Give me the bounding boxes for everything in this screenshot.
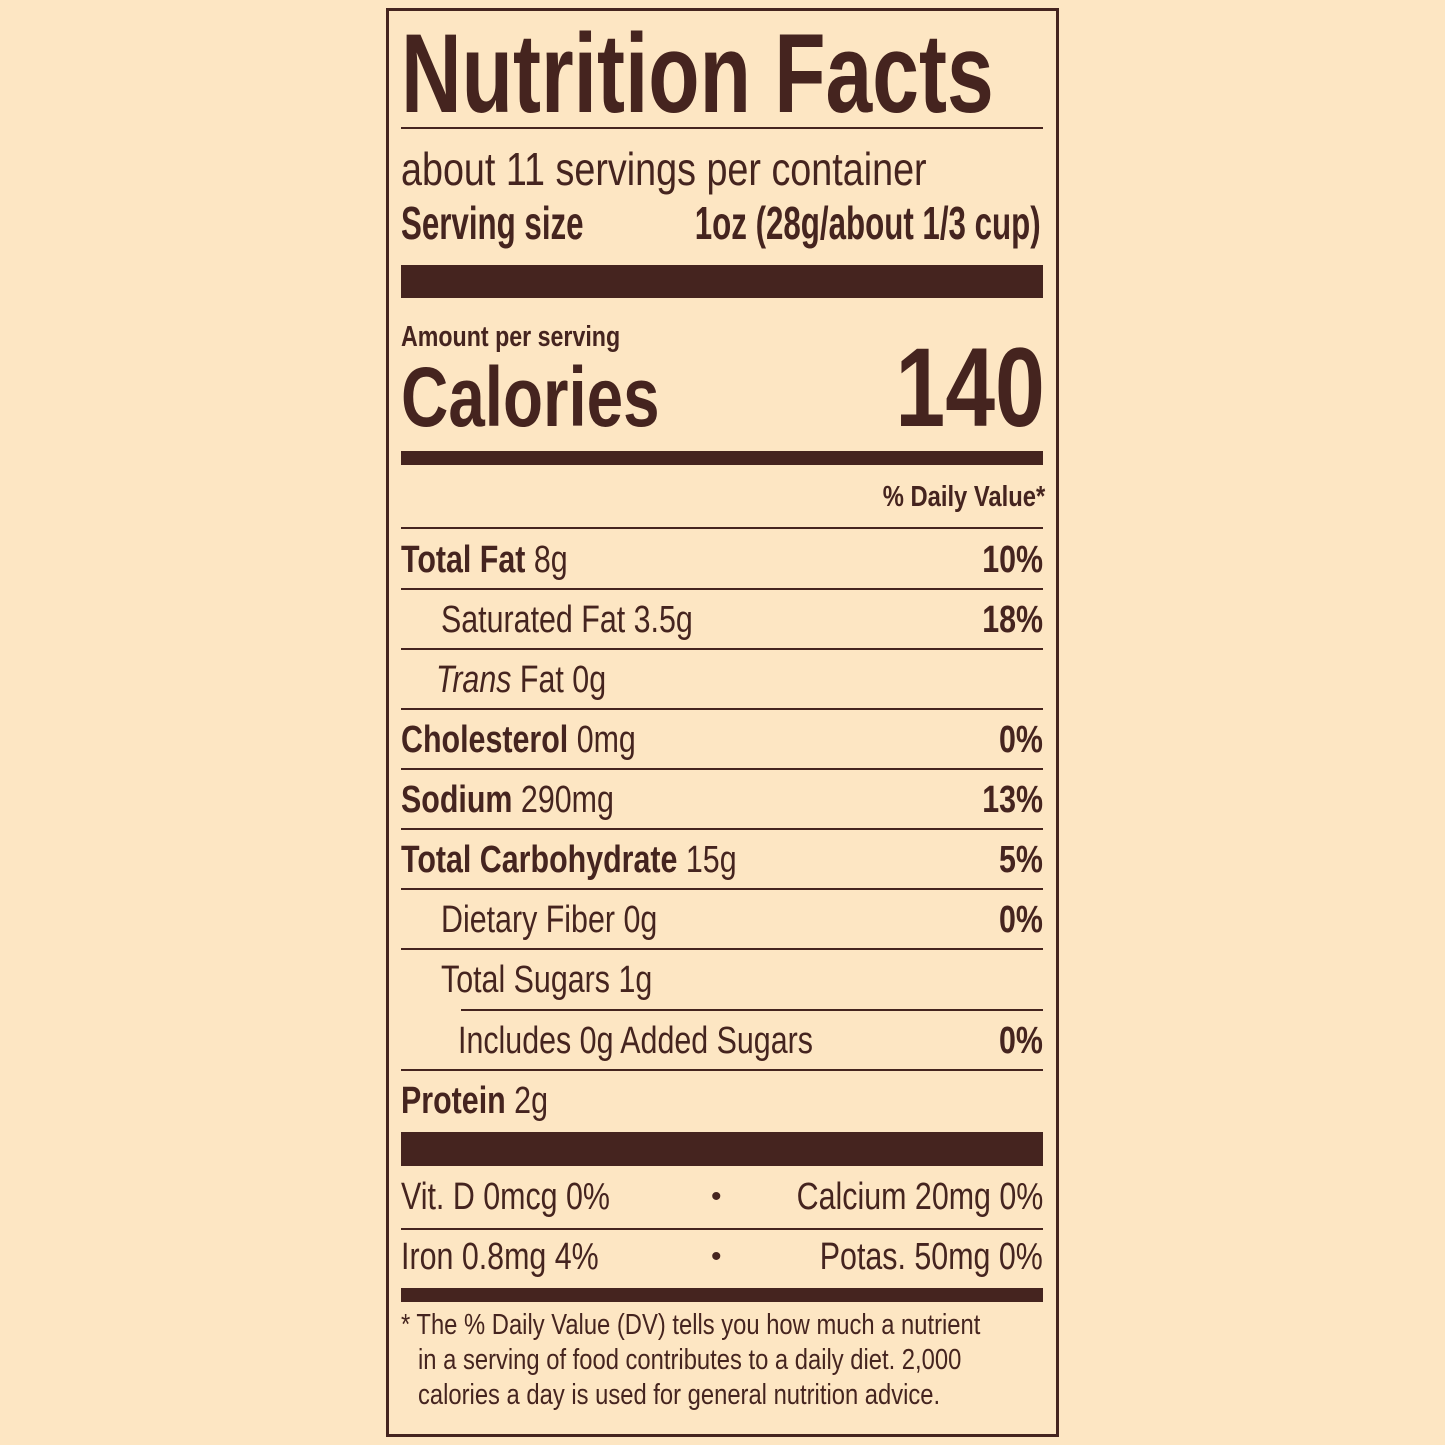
label-text: 8g [533, 539, 568, 581]
micronutrient-row: Vit. D 0mcg 0% • Calcium 20mg 0% [401, 1167, 1043, 1227]
bullet-separator: • [711, 1240, 722, 1273]
label-text: Vit. D 0mcg 0% [401, 1176, 610, 1218]
calories-label: Calories [401, 350, 733, 444]
label-text: 3.5g [633, 599, 693, 641]
servings-text: about 11 servings per container [401, 143, 927, 195]
medium-divider [401, 451, 1043, 465]
serving-size-label: Serving size [401, 198, 669, 248]
micronutrient-row: Iron 0.8mg 4% • Potas. 50mg 0% [401, 1227, 1043, 1287]
thick-divider [401, 1132, 1043, 1166]
divider [401, 527, 1043, 529]
nutrient-row-total-fat: Total Fat 8g 10% [401, 530, 1043, 590]
dv-value: 10% [982, 539, 1043, 581]
label-text: Dietary Fiber [441, 899, 615, 941]
dv-value: 18% [982, 599, 1043, 641]
footnote: * The % Daily Value (DV) tells you how m… [401, 1308, 1108, 1413]
label-text: Iron 0.8mg 4% [401, 1236, 599, 1278]
bullet-separator: • [711, 1180, 722, 1213]
label-text: Total Carbohydrate [401, 839, 678, 881]
medium-divider [401, 1288, 1043, 1302]
nutrient-row-saturated-fat: Saturated Fat 3.5g 18% [401, 590, 1043, 650]
servings-per-container: about 11 servings per container [401, 144, 1042, 194]
nutrition-label [386, 8, 1059, 1437]
nutrient-row-trans-fat: Trans Fat 0g [401, 650, 1043, 710]
divider [401, 708, 1043, 710]
divider [401, 1069, 1043, 1071]
label-text: Saturated Fat [441, 599, 626, 641]
divider [401, 888, 1043, 890]
label-text: 1g [618, 959, 653, 1001]
thick-divider [401, 265, 1043, 298]
label-text: in a serving of food contributes to a da… [418, 1344, 962, 1376]
dv-value: 13% [982, 779, 1043, 821]
divider [401, 648, 1043, 650]
divider [401, 1228, 1043, 1230]
amount-per-serving-text: Amount per serving [401, 321, 621, 353]
nutrient-row-protein: Protein 2g [401, 1071, 1043, 1131]
serving-size-label-text: Serving size [401, 197, 584, 249]
nutrient-row-total-sugars: Total Sugars 1g [401, 950, 1043, 1010]
serving-size-value: 1oz (28g/about 1/3 cup) [532, 198, 1041, 248]
label-text: Trans [436, 659, 512, 701]
dv-value: 0% [999, 1020, 1043, 1062]
label-text: Potas. 50mg 0% [819, 1236, 1043, 1278]
dv-header-text: % Daily Value* [882, 481, 1045, 513]
label-text: 0g [572, 659, 607, 701]
serving-size-value-text: 1oz (28g/about 1/3 cup) [695, 197, 1041, 249]
dv-value: 5% [999, 839, 1043, 881]
label-text: 0mg [576, 719, 636, 761]
label-title: Nutrition Facts [401, 14, 1191, 134]
label-text: Calcium 20mg 0% [796, 1176, 1043, 1218]
daily-value-header: % Daily Value* [847, 480, 1045, 514]
label-text: Protein [401, 1080, 506, 1122]
divider [401, 588, 1043, 590]
label-text: Cholesterol [401, 719, 569, 761]
label-text: 2g [514, 1080, 548, 1122]
label-text: Includes 0g Added Sugars [458, 1020, 813, 1062]
label-text: 0g [623, 899, 658, 941]
title-text: Nutrition Facts [401, 11, 994, 136]
amount-per-serving: Amount per serving [401, 320, 675, 354]
calories-value: 140 [858, 325, 1046, 450]
dv-value: 0% [999, 719, 1043, 761]
calories-value-text: 140 [895, 325, 1046, 450]
label-text: Total Sugars [441, 959, 610, 1001]
label-text: Sodium [401, 779, 513, 821]
nutrient-row-added-sugars: Includes 0g Added Sugars 0% [401, 1011, 1043, 1071]
dv-value: 0% [999, 899, 1043, 941]
nutrient-row-total-carbohydrate: Total Carbohydrate 15g 5% [401, 830, 1043, 890]
label-text: calories a day is used for general nutri… [418, 1379, 941, 1411]
calories-label-text: Calories [401, 350, 660, 444]
label-text: 15g [685, 839, 737, 881]
divider [401, 828, 1043, 830]
label-text: Total Fat [401, 539, 526, 581]
label-text: 290mg [520, 779, 614, 821]
label-text: * The % Daily Value (DV) tells you how m… [401, 1309, 981, 1341]
divider [401, 948, 1043, 950]
label-text: Fat [519, 659, 564, 701]
divider [401, 127, 1043, 129]
nutrient-row-dietary-fiber: Dietary Fiber 0g 0% [401, 890, 1043, 950]
divider [461, 1009, 1043, 1011]
nutrient-row-sodium: Sodium 290mg 13% [401, 770, 1043, 830]
divider [401, 768, 1043, 770]
nutrient-row-cholesterol: Cholesterol 0mg 0% [401, 710, 1043, 770]
